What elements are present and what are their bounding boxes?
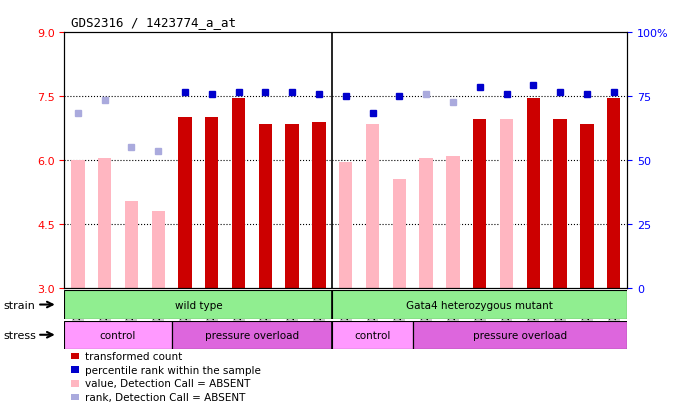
Bar [366, 124, 379, 289]
Text: control: control [100, 330, 136, 340]
Bar [527, 99, 540, 289]
Text: value, Detection Call = ABSENT: value, Detection Call = ABSENT [85, 378, 250, 388]
Text: transformed count: transformed count [85, 351, 182, 361]
Bar [285, 124, 299, 289]
Text: pressure overload: pressure overload [473, 330, 567, 340]
Bar [313, 122, 325, 289]
Bar [332, 321, 413, 349]
Bar [172, 321, 332, 349]
Bar [259, 124, 272, 289]
Bar [500, 120, 513, 289]
Text: control: control [355, 330, 391, 340]
Text: stress: stress [3, 330, 36, 340]
Bar [332, 291, 627, 319]
Bar [71, 161, 85, 289]
Bar [446, 157, 460, 289]
Bar [98, 159, 111, 289]
Bar [151, 212, 165, 289]
Bar [205, 118, 218, 289]
Bar [64, 291, 332, 319]
Bar [413, 321, 627, 349]
Text: Gata4 heterozygous mutant: Gata4 heterozygous mutant [406, 300, 553, 310]
Bar [339, 163, 353, 289]
Bar [232, 99, 245, 289]
Bar [64, 321, 172, 349]
Bar [125, 201, 138, 289]
Bar [607, 99, 620, 289]
Bar [580, 124, 594, 289]
Text: strain: strain [3, 300, 35, 310]
Bar [178, 118, 192, 289]
Text: rank, Detection Call = ABSENT: rank, Detection Call = ABSENT [85, 392, 245, 402]
Bar [393, 180, 406, 289]
Bar [420, 159, 433, 289]
Text: wild type: wild type [174, 300, 222, 310]
Text: pressure overload: pressure overload [205, 330, 299, 340]
Text: percentile rank within the sample: percentile rank within the sample [85, 365, 260, 375]
Bar [473, 120, 486, 289]
Text: GDS2316 / 1423774_a_at: GDS2316 / 1423774_a_at [71, 16, 236, 28]
Bar [553, 120, 567, 289]
